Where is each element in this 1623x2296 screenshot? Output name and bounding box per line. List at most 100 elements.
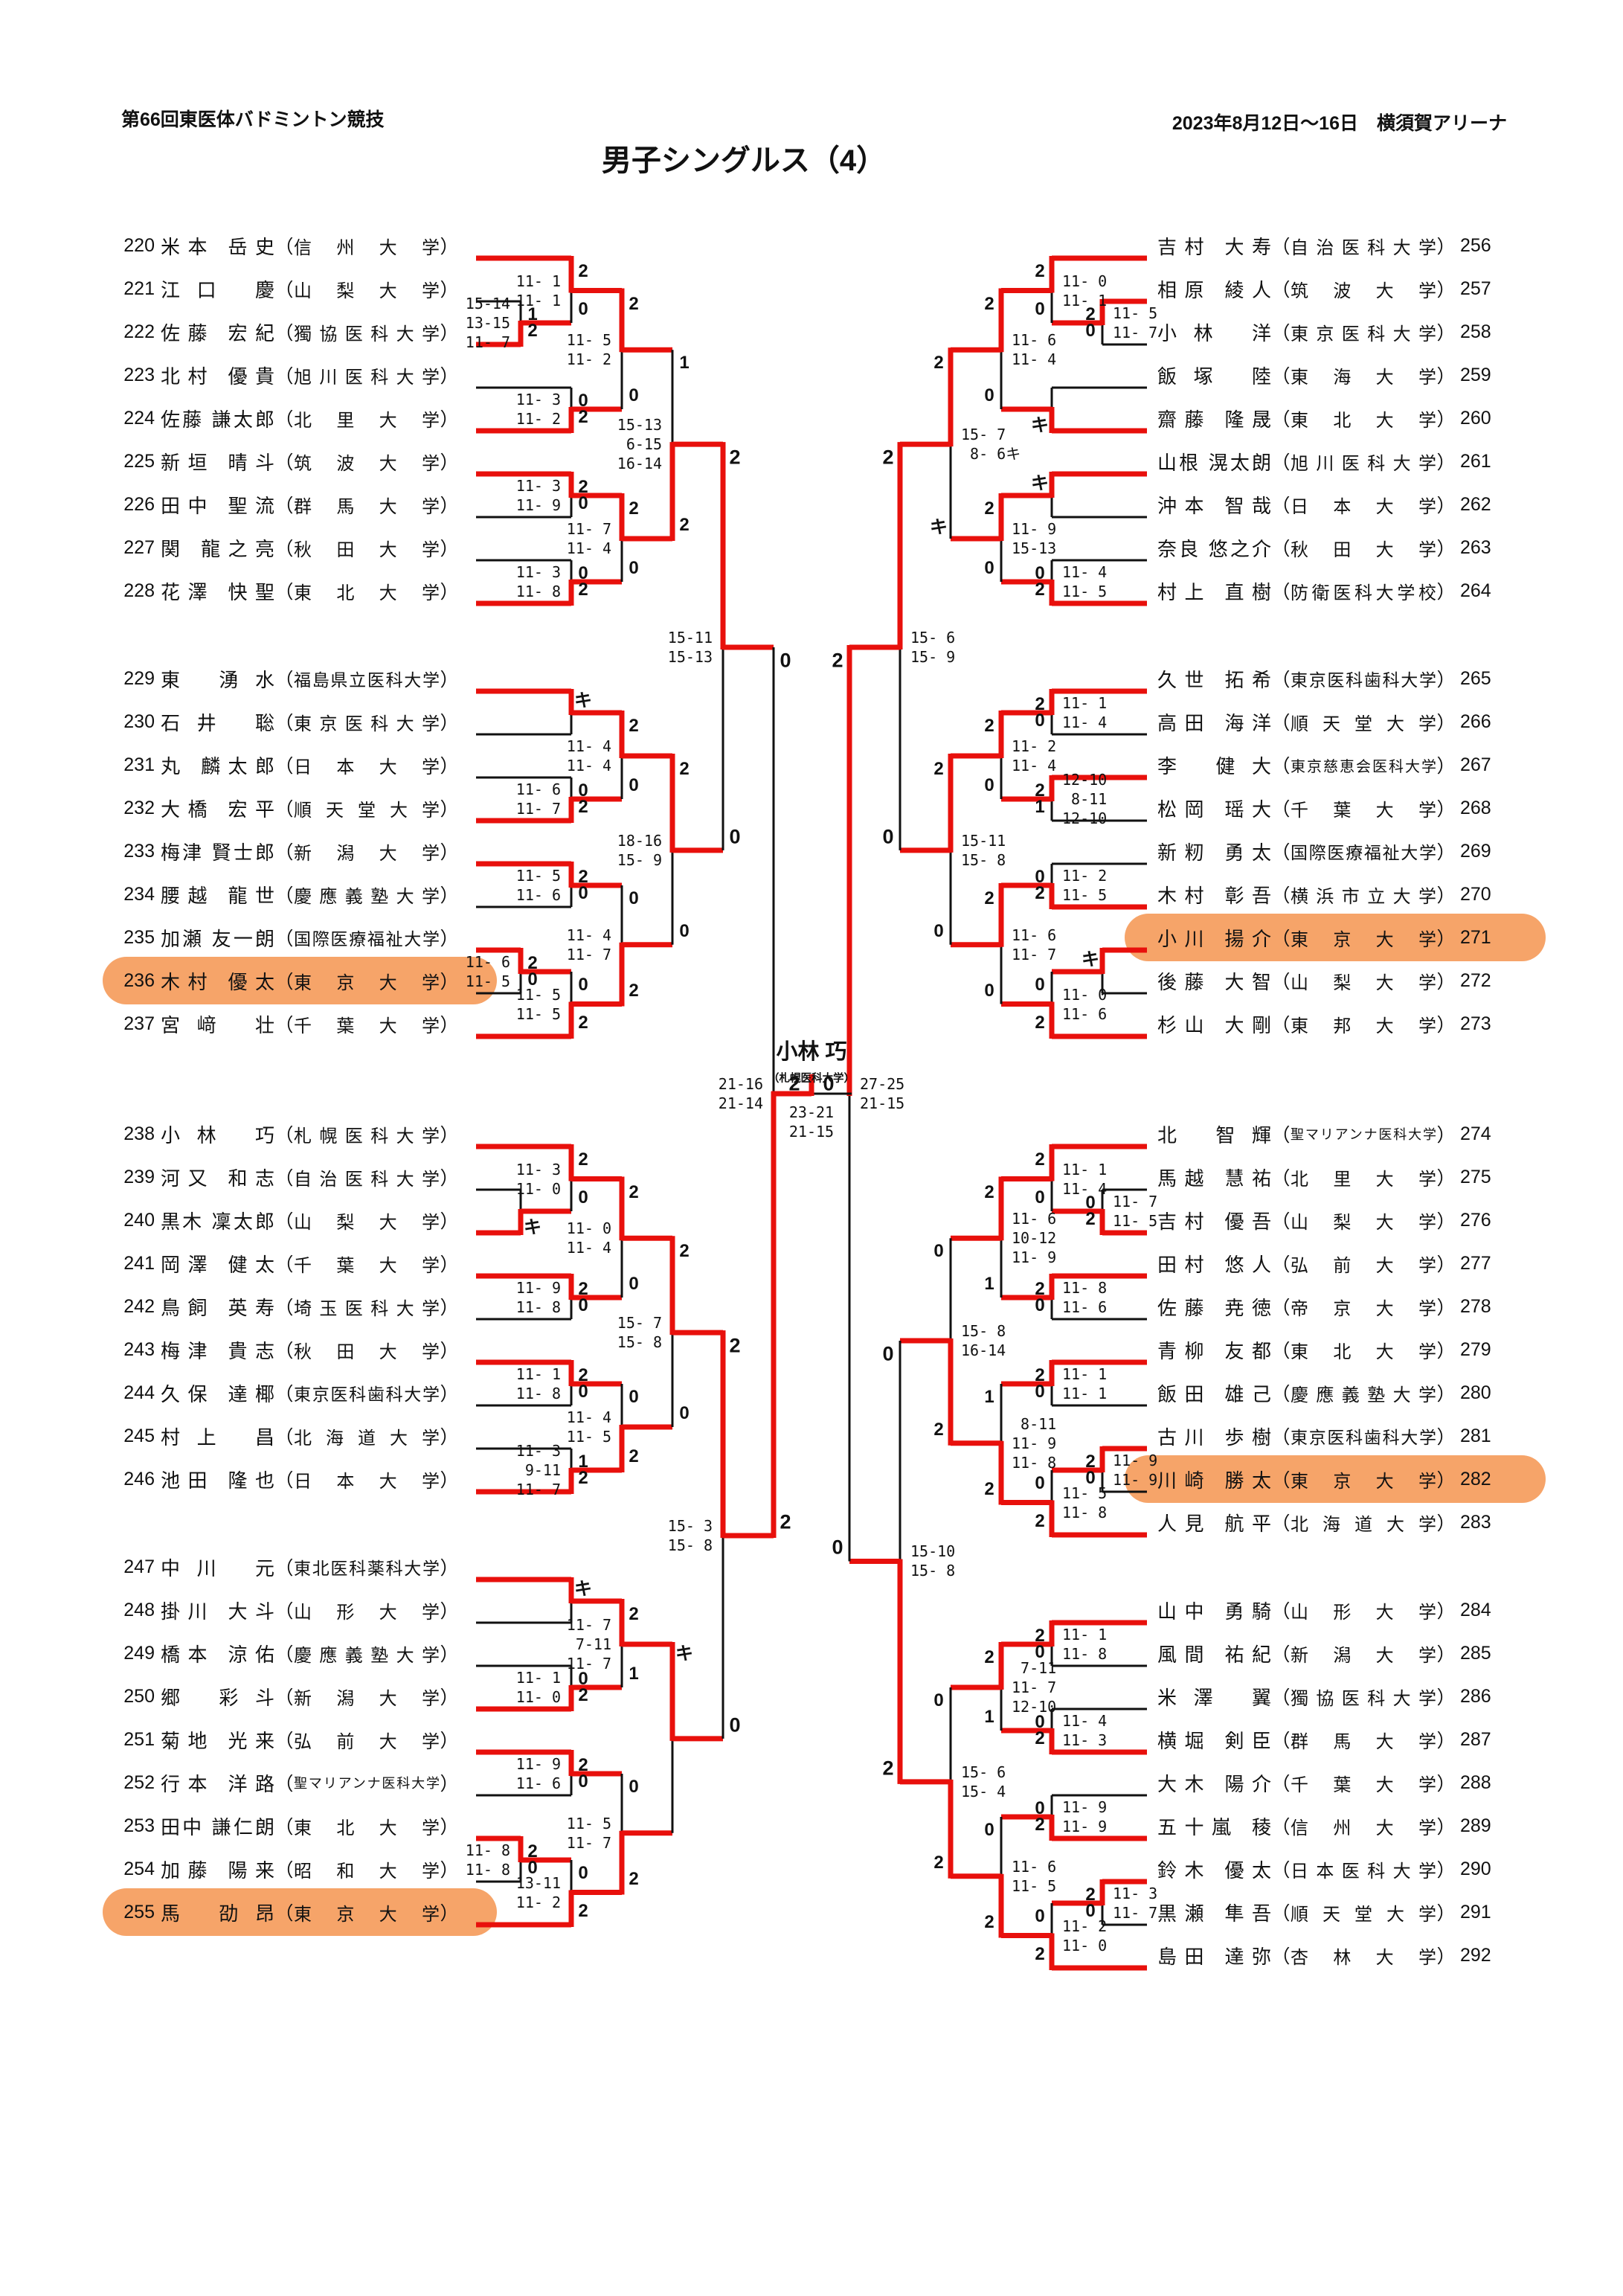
paren-open: （ xyxy=(1271,1168,1291,1189)
player-name: 鈴木 優太 xyxy=(1157,1859,1271,1882)
player-univ: 昭和大学 xyxy=(294,1861,440,1882)
player-row-234: 234 腰越 龍世（慶應義塾大学） xyxy=(113,880,459,908)
player-row-221: 221 江口 慶（山梨大学） xyxy=(113,275,459,303)
player-name: 大木 陽介 xyxy=(1157,1772,1271,1795)
games-won-bottom: 0 xyxy=(578,1295,588,1315)
paren-close: ） xyxy=(440,1341,459,1362)
match-score: 11- 3 11- 2 xyxy=(515,391,561,428)
player-univ: 千葉大学 xyxy=(1291,1774,1436,1795)
player-number: 238 xyxy=(123,1123,155,1144)
player-name: 小林 巧 xyxy=(161,1123,274,1147)
paren-close: ） xyxy=(440,1427,459,1448)
paren-open: （ xyxy=(1271,280,1291,301)
paren-close: ） xyxy=(440,842,459,863)
match-score: 15-11 15- 8 xyxy=(961,831,1006,869)
player-number: 224 xyxy=(123,407,155,429)
player-row-236: 236 木村 優太（東京大学） xyxy=(113,966,459,995)
player-univ: 国際医療福祉大学 xyxy=(1291,843,1436,862)
games-won-bottom: 0 xyxy=(629,558,639,578)
games-won-top: 0 xyxy=(933,1690,944,1710)
games-won-top: 2 xyxy=(1085,304,1096,324)
forfeit-mark: キ xyxy=(574,1579,592,1600)
games-won-bottom: 0 xyxy=(578,1771,588,1792)
player-univ: 弘前大学 xyxy=(294,1731,440,1752)
paren-close: ） xyxy=(1436,1513,1456,1534)
games-won-bottom: 2 xyxy=(629,980,639,1001)
player-name: 田中 謙仁朗 xyxy=(161,1815,274,1838)
forfeit-mark: キ xyxy=(675,1644,693,1664)
player-number: 257 xyxy=(1460,278,1491,299)
player-univ: 慶應義塾大学 xyxy=(294,886,440,907)
player-row-264: 村上 直樹（防衛医科大学校） 264 xyxy=(1157,577,1502,605)
paren-open: （ xyxy=(274,1601,294,1622)
player-univ: 北里大学 xyxy=(1291,1169,1436,1190)
match-score: 11- 0 11- 1 xyxy=(1062,272,1108,310)
match-score: 11- 9 15-13 xyxy=(1012,520,1057,557)
player-univ: 聖マリアンナ医科大学 xyxy=(294,1776,440,1791)
paren-open: （ xyxy=(1271,1644,1291,1665)
player-name: 古川 歩樹 xyxy=(1157,1426,1271,1449)
player-name: 加瀬 友一朗 xyxy=(161,927,274,950)
highlight-pill xyxy=(1125,1455,1546,1503)
player-row-224: 224 佐藤 謙太郎（北里大学） xyxy=(113,404,459,432)
match-score: 11- 1 11- 4 xyxy=(1062,694,1108,731)
player-row-233: 233 梅津 賢士郎（新潟大学） xyxy=(113,837,459,865)
paren-open: （ xyxy=(1271,323,1291,344)
player-row-259: 飯塚 陸（東海大学） 259 xyxy=(1157,361,1502,389)
player-number: 287 xyxy=(1460,1728,1491,1750)
player-univ: 日本大学 xyxy=(294,1471,440,1492)
final-games-left: 2 xyxy=(788,1072,800,1095)
player-name: 山根 滉太朗 xyxy=(1157,451,1271,474)
games-won-top: 2 xyxy=(629,716,639,736)
games-won-top: 2 xyxy=(578,1365,588,1385)
games-won-top: 0 xyxy=(933,1241,944,1262)
paren-close: ） xyxy=(440,756,459,777)
player-row-238: 238 小林 巧（札幌医科大学） xyxy=(113,1120,459,1148)
paren-open: （ xyxy=(1271,1427,1291,1448)
paren-close: ） xyxy=(1436,1774,1456,1795)
paren-close: ） xyxy=(440,885,459,906)
paren-open: （ xyxy=(274,1341,294,1362)
match-score: 11- 1 11- 8 xyxy=(515,1365,561,1402)
player-number: 268 xyxy=(1460,797,1491,818)
player-number: 286 xyxy=(1460,1685,1491,1707)
paren-close: ） xyxy=(1436,280,1456,301)
games-won-top: 2 xyxy=(984,498,994,519)
games-won-top: 2 xyxy=(1035,780,1045,801)
player-row-278: 佐藤 尭徳（帝京大学） 278 xyxy=(1157,1292,1502,1321)
player-number: 220 xyxy=(123,234,155,256)
paren-close: ） xyxy=(1436,1168,1456,1189)
player-univ: 秋田大学 xyxy=(294,539,440,560)
paren-close: ） xyxy=(440,1644,459,1665)
player-number: 243 xyxy=(123,1338,155,1360)
match-score: 15-13 6-15 16-14 xyxy=(617,416,662,473)
player-univ: 山梨大学 xyxy=(1291,972,1436,993)
paren-close: ） xyxy=(440,1774,459,1795)
player-number: 236 xyxy=(123,969,155,991)
games-won-bottom: 0 xyxy=(1085,1468,1096,1488)
match-score: 8-11 11- 9 11- 8 xyxy=(1012,1414,1057,1472)
games-won-bottom: 0 xyxy=(679,920,690,941)
player-row-288: 大木 陽介（千葉大学） 288 xyxy=(1157,1769,1502,1797)
paren-open: （ xyxy=(1271,1903,1291,1924)
match-score: 11- 4 11- 3 xyxy=(1062,1712,1108,1749)
match-score: 11- 6 11- 4 xyxy=(1012,331,1057,369)
paren-open: （ xyxy=(274,1470,294,1491)
paren-close: ） xyxy=(1436,929,1456,949)
paren-close: ） xyxy=(1436,799,1456,820)
match-score: 11- 3 11- 7 xyxy=(1113,1885,1158,1922)
player-number: 276 xyxy=(1460,1209,1491,1231)
player-univ: 筑波大学 xyxy=(1291,280,1436,301)
paren-open: （ xyxy=(274,1731,294,1751)
player-univ: 東北大学 xyxy=(294,583,440,603)
match-score: 11- 3 11- 8 xyxy=(515,563,561,600)
games-won-top: 0 xyxy=(578,1669,588,1689)
paren-open: （ xyxy=(274,323,294,344)
games-won-top: 0 xyxy=(578,1863,588,1883)
player-row-255: 255 馬 劭昂（東京大学） xyxy=(113,1898,459,1926)
games-won-top: 0 xyxy=(1035,867,1045,887)
player-univ: 千葉大学 xyxy=(294,1016,440,1036)
player-name: 吉村 大寿 xyxy=(1157,235,1271,258)
player-row-277: 田村 悠人（弘前大学） 277 xyxy=(1157,1249,1502,1277)
player-name: 佐藤 尭徳 xyxy=(1157,1296,1271,1319)
